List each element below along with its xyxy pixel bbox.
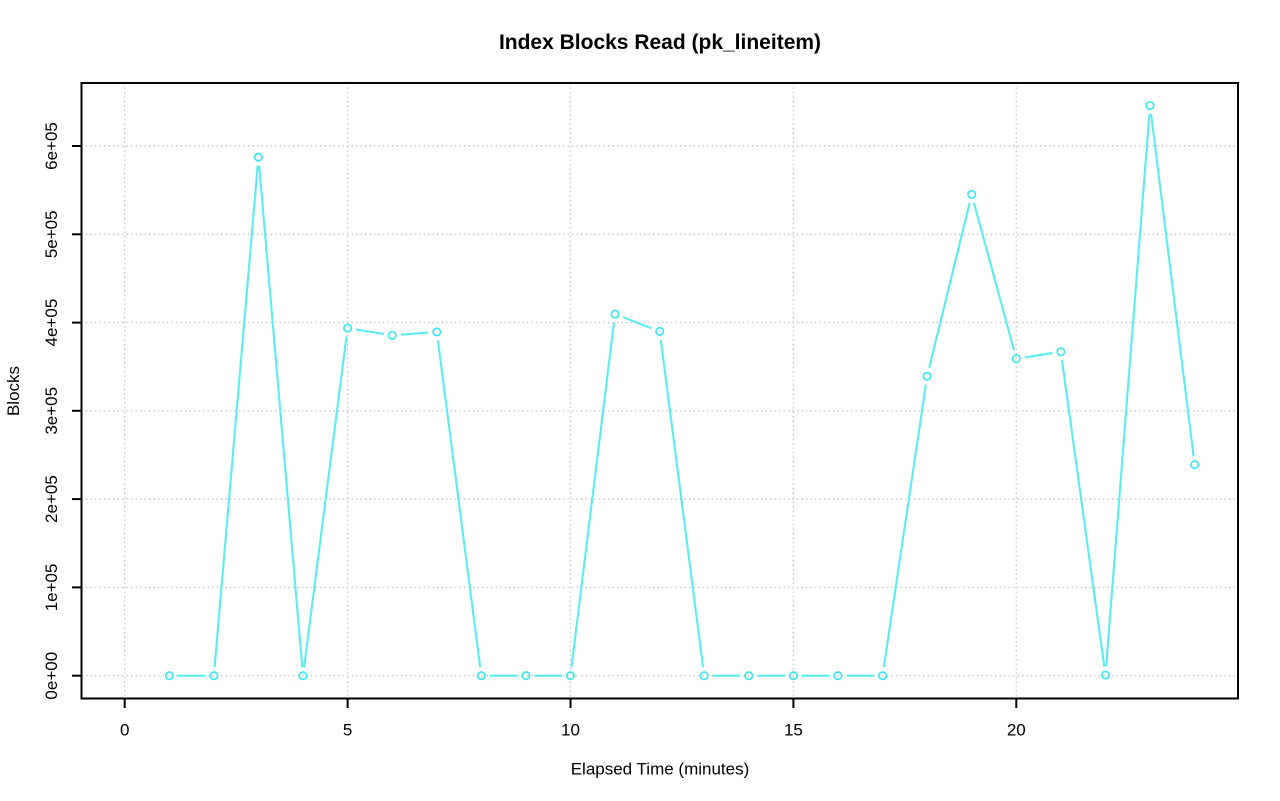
svg-text:20: 20	[1007, 720, 1026, 739]
svg-text:0e+00: 0e+00	[42, 652, 61, 700]
svg-text:15: 15	[784, 720, 803, 739]
svg-text:Blocks: Blocks	[4, 366, 23, 416]
svg-text:10: 10	[561, 720, 580, 739]
svg-text:Index Blocks Read (pk_lineitem: Index Blocks Read (pk_lineitem)	[499, 31, 821, 54]
svg-text:2e+05: 2e+05	[42, 475, 61, 523]
svg-text:5e+05: 5e+05	[42, 210, 61, 258]
svg-text:4e+05: 4e+05	[42, 299, 61, 347]
svg-text:3e+05: 3e+05	[42, 387, 61, 435]
svg-text:5: 5	[343, 720, 352, 739]
svg-text:0: 0	[120, 720, 129, 739]
svg-text:1e+05: 1e+05	[42, 564, 61, 612]
svg-text:6e+05: 6e+05	[42, 122, 61, 170]
svg-text:Elapsed Time (minutes): Elapsed Time (minutes)	[571, 760, 750, 779]
